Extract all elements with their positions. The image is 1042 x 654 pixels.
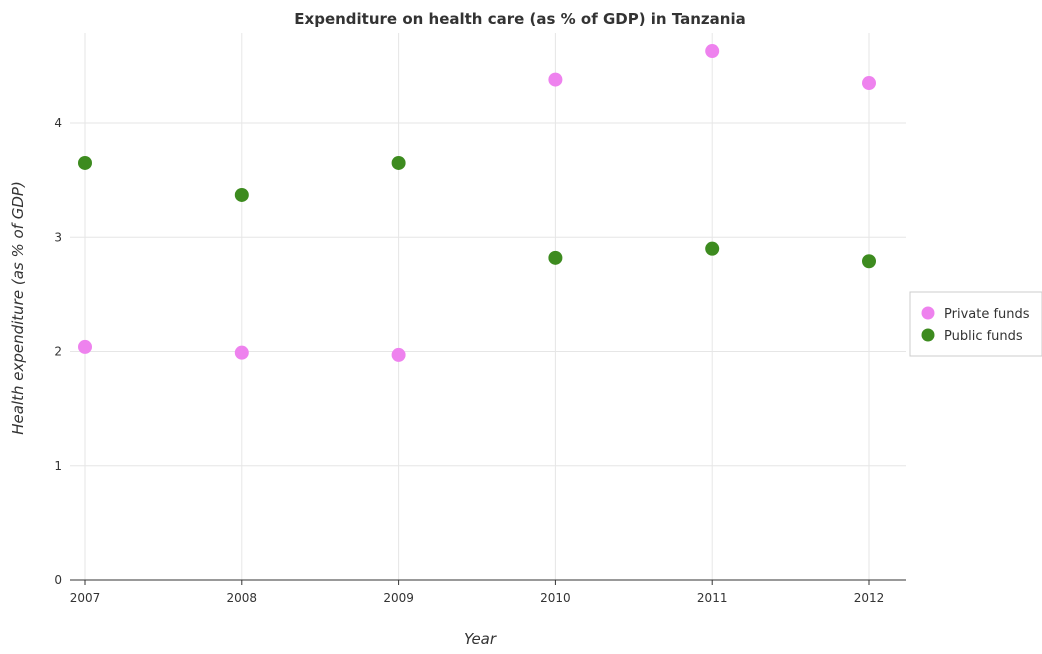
point-public-funds-2011 <box>705 241 720 256</box>
y-tick-label: 0 <box>54 573 62 587</box>
point-public-funds-2009 <box>391 155 406 170</box>
point-private-funds-2007 <box>78 339 92 354</box>
point-private-funds-2011 <box>705 44 720 59</box>
y-axis-ticks: 0 1 2 3 4 <box>54 116 62 587</box>
legend: Private funds Public funds <box>909 291 1042 357</box>
point-private-funds-2008 <box>234 345 249 360</box>
x-tick-label: 2008 <box>227 591 258 605</box>
point-public-funds-2008 <box>234 187 249 202</box>
x-tick-label: 2011 <box>697 591 728 605</box>
y-tick-label: 4 <box>54 116 62 130</box>
y-tick-label: 3 <box>54 230 62 244</box>
x-tick-label: 2009 <box>383 591 414 605</box>
x-axis-label: Year <box>464 630 497 648</box>
y-tick-label: 2 <box>54 345 62 359</box>
point-public-funds-2012 <box>862 254 876 269</box>
point-private-funds-2009 <box>391 347 406 362</box>
x-axis-ticks: 2007 2008 2009 2010 2011 2012 <box>70 580 885 605</box>
x-tick-label: 2012 <box>854 591 885 605</box>
y-tick-label: 1 <box>54 459 62 473</box>
x-tick-label: 2010 <box>540 591 571 605</box>
legend-label-public-funds: Public funds <box>944 329 1023 344</box>
point-public-funds-2010 <box>548 250 563 265</box>
data-points <box>78 44 876 362</box>
point-private-funds-2012 <box>862 76 876 91</box>
x-tick-label: 2007 <box>70 591 101 605</box>
legend-box <box>909 291 1042 357</box>
legend-label-private-funds: Private funds <box>944 307 1030 322</box>
point-private-funds-2010 <box>548 72 563 87</box>
plot-area <box>70 33 906 580</box>
y-axis-label: Health expenditure (as % of GDP) <box>9 181 27 435</box>
legend-marker-public-funds <box>921 328 935 342</box>
chart-title: Expenditure on health care (as % of GDP)… <box>294 10 745 28</box>
point-public-funds-2007 <box>78 155 92 170</box>
legend-marker-private-funds <box>921 306 935 320</box>
